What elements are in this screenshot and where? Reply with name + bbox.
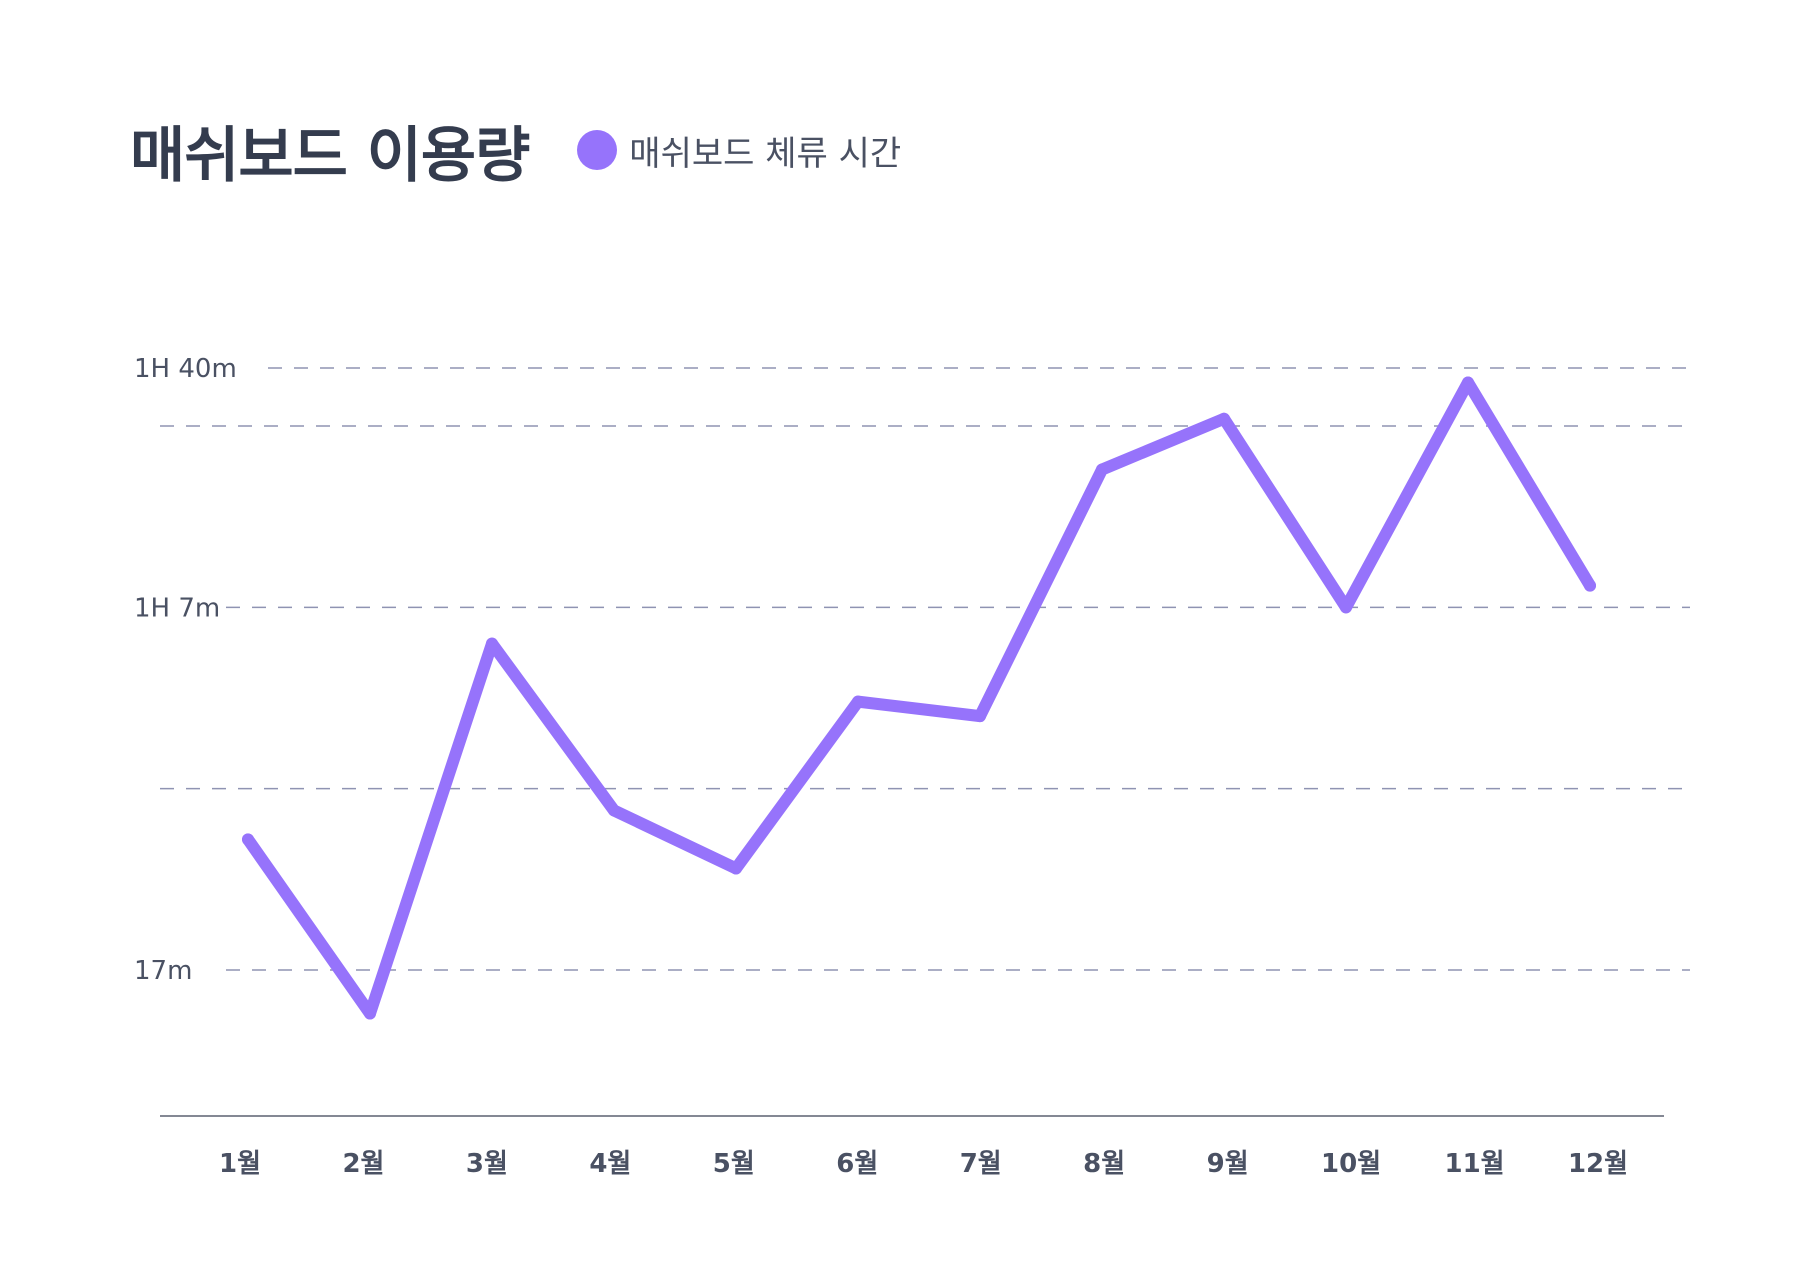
x-tick-label: 6월 [836,1149,878,1179]
x-tick-label: 4월 [589,1149,631,1179]
data-point [1584,579,1596,592]
x-tick-label: 3월 [466,1149,508,1179]
data-point [1096,463,1108,476]
chart-header: 매쉬보드 이용량 매쉬보드 체류 시간 [130,100,901,200]
series-line [242,376,1596,1020]
y-tick-label: 17m [134,956,192,986]
data-point [242,833,254,846]
x-tick-label: 12월 [1568,1149,1628,1179]
data-point [974,710,986,723]
legend: 매쉬보드 체류 시간 [577,126,901,175]
data-point [852,695,864,708]
x-tick-label: 2월 [342,1149,384,1179]
y-tick-label: 1H 7m [134,593,220,623]
data-point [1340,601,1352,614]
data-point [364,1007,376,1020]
data-point [1462,376,1474,389]
series [242,376,1596,1020]
x-tick-label: 9월 [1207,1149,1249,1179]
legend-label: 매쉬보드 체류 시간 [629,133,902,174]
data-point [730,862,742,875]
x-tick-label: 5월 [713,1149,755,1179]
x-tick-label: 10월 [1321,1149,1381,1179]
x-tick-label: 7월 [960,1149,1002,1179]
x-tick-label: 1월 [219,1149,261,1179]
data-point [1218,412,1230,425]
y-tick-label: 1H 40m [134,354,237,384]
data-point [608,804,620,817]
legend-swatch [577,130,618,170]
grid [160,367,1690,971]
x-axis-ticks: 1월 2월 3월 4월 5월 6월 7월 8월 9월 10월 11월 12월 [219,1149,1628,1179]
data-point [486,637,498,650]
x-tick-label: 11월 [1444,1149,1504,1179]
x-tick-label: 8월 [1083,1149,1125,1179]
y-axis-ticks: 17m 1H 7m 1H 40m [134,354,237,986]
chart-title: 매쉬보드 이용량 [130,120,530,191]
